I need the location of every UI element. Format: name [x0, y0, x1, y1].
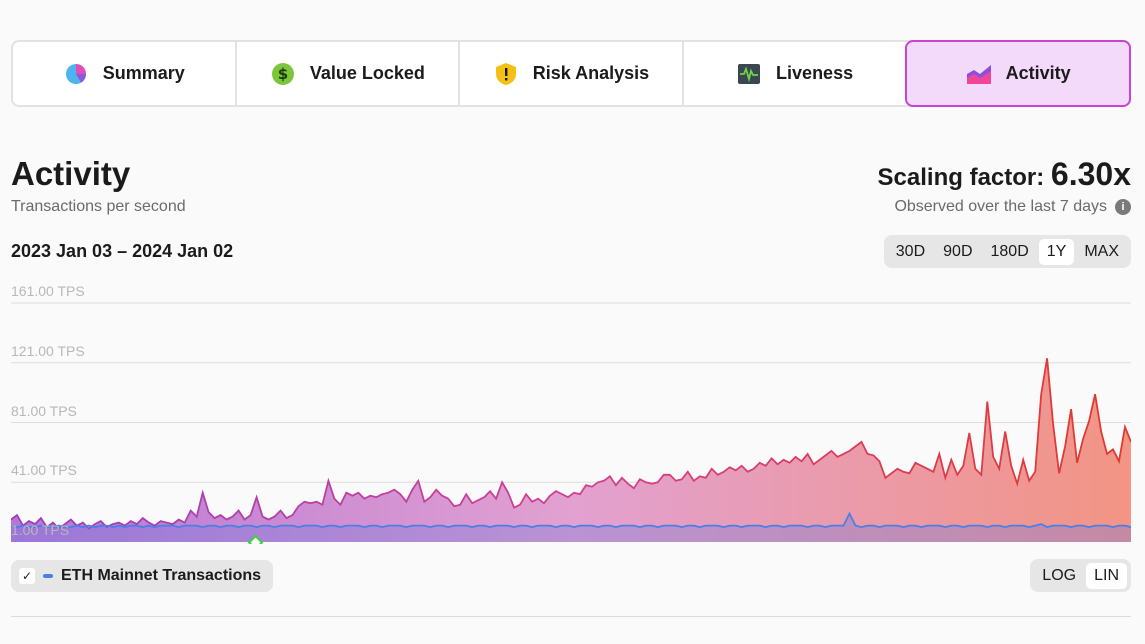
dollar-coin-icon: $: [270, 61, 296, 87]
scaling-label: Scaling factor:: [877, 164, 1045, 191]
tab-activity[interactable]: Activity: [905, 40, 1131, 107]
series-area-total: [11, 358, 1131, 542]
legend-label: ETH Mainnet Transactions: [61, 567, 262, 584]
shield-warning-icon: [493, 61, 519, 87]
scaling-value: 6.30x: [1050, 156, 1131, 192]
observed-text: Observed over the last 7 days: [894, 198, 1107, 215]
range-button-max[interactable]: MAX: [1084, 242, 1119, 260]
range-selector: 30D 90D 180D 1Y MAX: [883, 235, 1131, 268]
svg-text:$: $: [278, 65, 288, 83]
tab-risk-analysis[interactable]: Risk Analysis: [460, 42, 684, 105]
range-button-90d[interactable]: 90D: [943, 242, 973, 260]
tab-liveness[interactable]: Liveness: [684, 42, 906, 105]
range-button-1y[interactable]: 1Y: [1038, 238, 1075, 265]
pie-chart-icon: [63, 61, 89, 87]
series-line-total: [11, 358, 1131, 530]
info-icon[interactable]: i: [1115, 199, 1131, 215]
tab-label: Activity: [1005, 63, 1071, 83]
scale-button-lin[interactable]: LIN: [1086, 562, 1127, 589]
y-tick-label: 121.00 TPS: [11, 343, 85, 359]
series-area-eth: [11, 513, 1131, 542]
observed-note: Observed over the last 7 days i: [894, 198, 1131, 216]
event-marker[interactable]: [247, 534, 264, 544]
tab-bar: Summary $ Value Locked Risk Analysis Liv…: [11, 40, 1131, 107]
tab-label: Summary: [102, 63, 185, 83]
check-icon[interactable]: ✓: [19, 568, 35, 584]
legend-swatch: [43, 574, 53, 578]
page-subtitle: Transactions per second: [11, 198, 186, 215]
tab-summary[interactable]: Summary: [13, 42, 237, 105]
heartbeat-icon: [736, 61, 762, 87]
y-tick-label: 41.00 TPS: [11, 462, 77, 478]
tab-value-locked[interactable]: $ Value Locked: [237, 42, 461, 105]
legend-item-eth-mainnet[interactable]: ✓ ETH Mainnet Transactions: [11, 560, 274, 592]
divider: [11, 616, 1131, 617]
series-line-eth: [11, 511, 1131, 529]
range-button-30d[interactable]: 30D: [895, 242, 926, 260]
tab-label: Risk Analysis: [532, 63, 650, 83]
tab-label: Liveness: [776, 63, 854, 83]
activity-chart[interactable]: 161.00 TPS 121.00 TPS 81.00 TPS 41.00 TP…: [11, 282, 1131, 544]
date-range: 2023 Jan 03 – 2024 Jan 02: [11, 241, 234, 261]
page-title: Activity: [11, 155, 131, 192]
y-tick-label: 81.00 TPS: [11, 403, 77, 419]
range-button-180d[interactable]: 180D: [990, 242, 1029, 260]
y-tick-label: 161.00 TPS: [11, 283, 85, 299]
scale-button-log[interactable]: LOG: [1042, 566, 1077, 584]
scaling-factor: Scaling factor: 6.30x: [878, 156, 1131, 193]
y-tick-label: 1.00 TPS: [11, 522, 70, 538]
chart-svg: [11, 302, 1131, 544]
tab-label: Value Locked: [309, 63, 425, 83]
scale-selector: LOG LIN: [1030, 559, 1131, 592]
area-chart-icon: [966, 61, 992, 87]
